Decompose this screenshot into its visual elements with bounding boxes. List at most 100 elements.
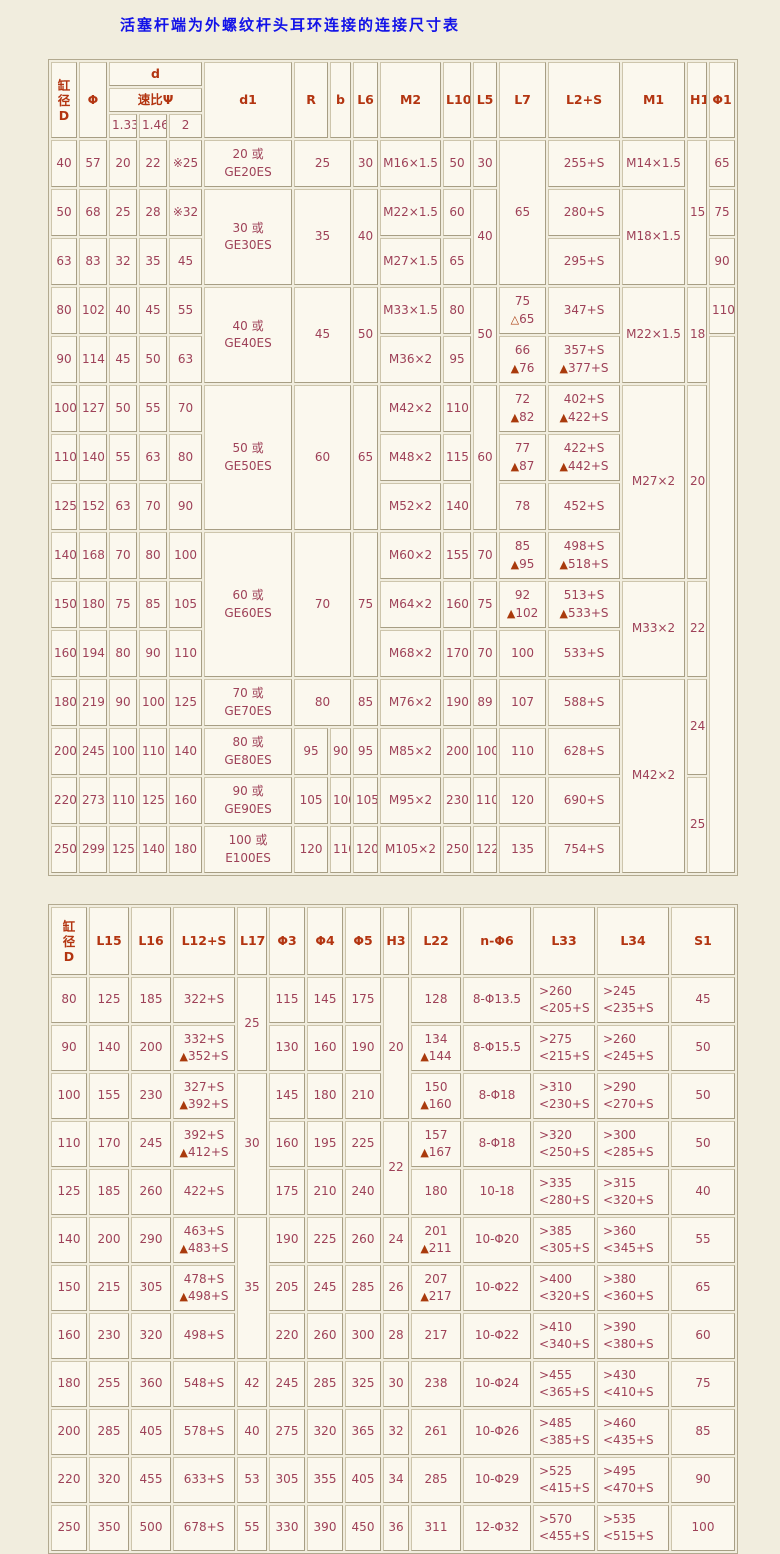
table2-cell: 180 <box>51 1361 87 1407</box>
triangle-marker: ▲ <box>179 1098 188 1111</box>
table2-row: 200 285 405 578+S 40 275 320 365 32 261 10-Φ26 >485… <box>51 1409 735 1455</box>
table1-cell: 55 <box>139 385 167 432</box>
table2-cell: 125 <box>89 977 129 1023</box>
table1-row: 50 68 25 28 ※32 30 或 GE30ES 35 40 M22×1.5 60 40 280… <box>51 189 736 285</box>
table1-row: 80 102 40 45 55 40 或 GE40ES 45 50 M33×1.5 80 50 75 △… <box>51 287 736 383</box>
table2-cell: 220 <box>269 1313 305 1359</box>
table1-row: 160 194 80 90 110 M68×2 170 70 100 533+S <box>51 630 735 677</box>
table1-cell: 80 <box>109 630 137 677</box>
table1-cell: 219 <box>79 679 107 726</box>
table1-cell: 110 <box>51 434 77 481</box>
table2-cell: >360 <345+S <box>597 1217 669 1263</box>
table1-cell: 168 <box>79 532 107 579</box>
table2-cell: 36 <box>383 1505 409 1551</box>
table2-cell: >495 <470+S <box>597 1457 669 1503</box>
table1-cell: 15 <box>687 140 708 285</box>
table1-cell: ※32 <box>169 189 203 236</box>
table1-cell: 75 <box>353 532 379 677</box>
triangle-marker: △ <box>510 312 520 326</box>
table1-cell: 122 <box>473 826 498 873</box>
table2-row: 180 255 360 548+S 42 245 285 325 30 238 10-Φ24 >455… <box>51 1361 735 1407</box>
table2-row: 100 155 230 327+S ▲392+S 30 145 180 210 150 ▲160 8-… <box>51 1073 735 1215</box>
table2-cell: 80 <box>51 977 87 1023</box>
table2-header: 缸径 D L15 L16 L12+S L17 Φ3 Φ4 Φ5 H3 L22 n-Φ6 L33 L34 S1 <box>51 907 735 975</box>
table1-cell: 200 <box>443 728 472 775</box>
table1-cell: 230 <box>443 777 472 824</box>
table1-header-cell: L6 <box>353 62 379 138</box>
table1-cell: 70 <box>294 532 352 677</box>
table1-cell: 190 <box>443 679 472 726</box>
table2-cell: 10-18 <box>463 1169 531 1215</box>
table2-cell: >310 <230+S <box>533 1073 595 1119</box>
table1-cell: 140 <box>139 826 167 873</box>
table1-cell: 452+S <box>548 483 621 530</box>
table2-cell: 207 ▲217 <box>411 1265 461 1311</box>
triangle-marker: ▲ <box>510 410 520 424</box>
table2-cell: 53 <box>237 1457 267 1503</box>
table1-cell: 50 <box>353 287 379 383</box>
table1-cell: 57 <box>79 140 107 187</box>
table1-cell: M16×1.5 <box>380 140 442 187</box>
table1-cell: 180 <box>51 679 77 726</box>
table1-cell: 110 <box>109 777 137 824</box>
table1-cell: 30 <box>473 140 498 187</box>
table2-cell: 145 <box>269 1073 305 1119</box>
table1-cell: 754+S <box>548 826 621 873</box>
table1-cell: 180 <box>169 826 203 873</box>
table2-row: 140 200 290 463+S ▲483+S 35 190 225 260 24 201 ▲211… <box>51 1217 735 1359</box>
triangle-marker: ▲ <box>179 1146 188 1159</box>
table1-cell: 75 <box>109 581 137 628</box>
table1-cell: M22×1.5 <box>622 287 686 383</box>
table2-cell: 210 <box>345 1073 381 1119</box>
table2-cell: 285 <box>89 1409 129 1455</box>
table2-cell: 100 <box>671 1505 735 1551</box>
table2-cell: 200 <box>51 1409 87 1455</box>
table2-cell: 24 <box>383 1217 409 1263</box>
table1-cell: 125 <box>109 826 137 873</box>
dimension-table-1: 缸径DΦdd1RbL6M2L10L5L7L2+SM1H1Φ1速比Ψ1.331.4… <box>48 59 739 876</box>
table1-cell: 60 <box>443 189 472 236</box>
table2-cell: 90 <box>671 1457 735 1503</box>
table2-cell: 215 <box>89 1265 129 1311</box>
table2-cell: 26 <box>383 1265 409 1311</box>
table1-cell: 25 <box>109 189 137 236</box>
table1-cell: 30 <box>353 140 379 187</box>
table1-cell: 125 <box>139 777 167 824</box>
table1-cell: 80 <box>51 287 77 334</box>
table1-cell: 105 <box>353 777 379 824</box>
table2-cell: 210 <box>307 1169 343 1215</box>
table1-cell: 89 <box>473 679 498 726</box>
table1-cell: 125 <box>169 679 203 726</box>
table1-cell: M22×1.5 <box>380 189 442 236</box>
table1-cell: 100 <box>473 728 498 775</box>
table2-cell: 478+S ▲498+S <box>173 1265 235 1311</box>
table2-cell: 360 <box>131 1361 171 1407</box>
table2-cell: 260 <box>131 1169 171 1215</box>
table1-cell: 24 <box>687 679 708 775</box>
table1-cell: 357+S ▲377+S <box>548 336 621 383</box>
table2-header-cell: Φ3 <box>269 907 305 975</box>
table2-row: 220 320 455 633+S 53 305 355 405 34 285 10-Φ29 >525… <box>51 1457 735 1503</box>
table2-cell: >430 <410+S <box>597 1361 669 1407</box>
table1-cell: 95 <box>443 336 472 383</box>
table2-row: 250 350 500 678+S 55 330 390 450 36 311 12-Φ32 >570… <box>51 1505 735 1551</box>
table1-cell: M52×2 <box>380 483 442 530</box>
table2-cell: 455 <box>131 1457 171 1503</box>
table2-cell: 140 <box>89 1025 129 1071</box>
table2-cell: 260 <box>345 1217 381 1263</box>
table2-cell: >290 <270+S <box>597 1073 669 1119</box>
table2-cell: 10-Φ24 <box>463 1361 531 1407</box>
table1-cell: M18×1.5 <box>622 189 686 285</box>
table2-header-cell: L15 <box>89 907 129 975</box>
table1-cell: 75 <box>473 581 498 628</box>
triangle-marker: ▲ <box>179 1050 188 1063</box>
table1-cell: 150 <box>51 581 77 628</box>
table2-cell: 201 ▲211 <box>411 1217 461 1263</box>
table2-cell: 50 <box>671 1025 735 1071</box>
table2-header-cell: L17 <box>237 907 267 975</box>
table2-cell: 332+S ▲352+S <box>173 1025 235 1071</box>
table2-cell: 190 <box>345 1025 381 1071</box>
table1-cell: 200 <box>51 728 77 775</box>
table1-cell: 160 <box>443 581 472 628</box>
